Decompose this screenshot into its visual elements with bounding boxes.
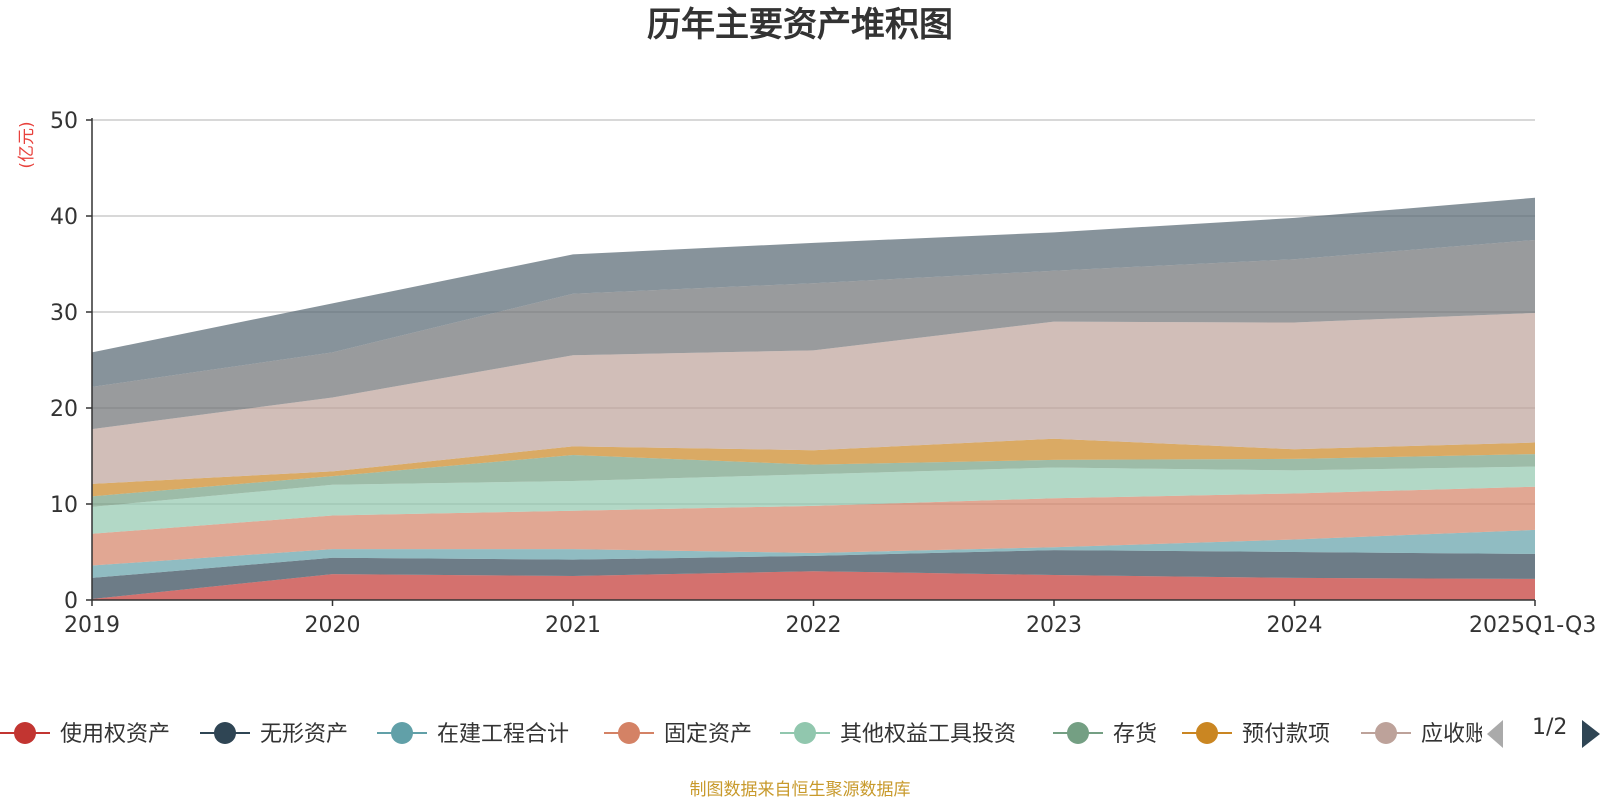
- legend-marker: [214, 722, 236, 744]
- y-tick-label: 10: [50, 493, 78, 518]
- area-series-5[interactable]: [92, 454, 1535, 507]
- legend-marker: [794, 722, 816, 744]
- legend-item[interactable]: 应收账: [1361, 722, 1487, 747]
- area-series-6[interactable]: [92, 438, 1535, 497]
- legend-marker: [14, 722, 36, 744]
- legend-marker: [1375, 722, 1397, 744]
- legend-label: 固定资产: [664, 722, 752, 747]
- triangle-left-icon[interactable]: [1487, 720, 1503, 748]
- legend-label: 预付款项: [1242, 722, 1330, 747]
- y-axis-label: (亿元): [17, 121, 37, 168]
- area-series-1[interactable]: [92, 550, 1535, 600]
- area-series-3[interactable]: [92, 486, 1535, 566]
- y-tick-label: 30: [50, 301, 78, 326]
- legend-item[interactable]: 存货: [1053, 722, 1157, 747]
- area-series-4[interactable]: [92, 466, 1535, 534]
- legend-page-label: 1/2: [1532, 715, 1567, 740]
- legend-item[interactable]: 固定资产: [604, 722, 752, 747]
- x-tick-label: 2021: [545, 613, 601, 638]
- legend-label: 存货: [1113, 722, 1157, 747]
- x-tick-label: 2022: [786, 613, 842, 638]
- area-series-7[interactable]: [92, 312, 1535, 484]
- area-series-2[interactable]: [92, 529, 1535, 578]
- y-tick-label: 20: [50, 397, 78, 422]
- area-series-8[interactable]: [92, 240, 1535, 430]
- legend[interactable]: 使用权资产 无形资产 在建工程合计 固定资产 其他权益工具投资 存货 预付款项 应收账 1/2: [0, 713, 1600, 753]
- legend-item[interactable]: 在建工程合计: [377, 722, 569, 747]
- legend-label: 其他权益工具投资: [840, 722, 1016, 747]
- x-tick-label: 2025Q1-Q3: [1469, 613, 1596, 638]
- legend-item[interactable]: 使用权资产: [0, 722, 170, 747]
- legend-marker: [391, 722, 413, 744]
- y-tick-label: 40: [50, 205, 78, 230]
- chart-title: 历年主要资产堆积图: [647, 5, 953, 45]
- triangle-right-icon[interactable]: [1582, 720, 1600, 748]
- legend-label: 应收账: [1421, 722, 1487, 747]
- legend-item[interactable]: 无形资产: [200, 722, 348, 747]
- legend-label: 使用权资产: [60, 722, 170, 747]
- legend-item[interactable]: 预付款项: [1182, 722, 1330, 747]
- legend-label: 无形资产: [260, 722, 348, 747]
- legend-marker: [618, 722, 640, 744]
- area-series-0[interactable]: [92, 571, 1535, 600]
- x-tick-label: 2020: [305, 613, 361, 638]
- axes: 0 10 20 30 40 50 2019 2020 2021 2022 2023 2024 2025Q…: [50, 109, 1596, 638]
- data-source-footer: 制图数据来自恒生聚源数据库: [690, 780, 911, 800]
- x-tick-label: 2024: [1267, 613, 1323, 638]
- legend-label: 在建工程合计: [437, 722, 569, 747]
- area-series-group[interactable]: [92, 197, 1535, 600]
- y-tick-label: 0: [64, 589, 78, 614]
- legend-item[interactable]: 其他权益工具投资: [780, 722, 1016, 747]
- legend-marker: [1067, 722, 1089, 744]
- x-tick-label: 2023: [1026, 613, 1082, 638]
- y-tick-label: 50: [50, 109, 78, 134]
- legend-marker: [1196, 722, 1218, 744]
- x-tick-label: 2019: [64, 613, 120, 638]
- area-series-9[interactable]: [92, 197, 1535, 387]
